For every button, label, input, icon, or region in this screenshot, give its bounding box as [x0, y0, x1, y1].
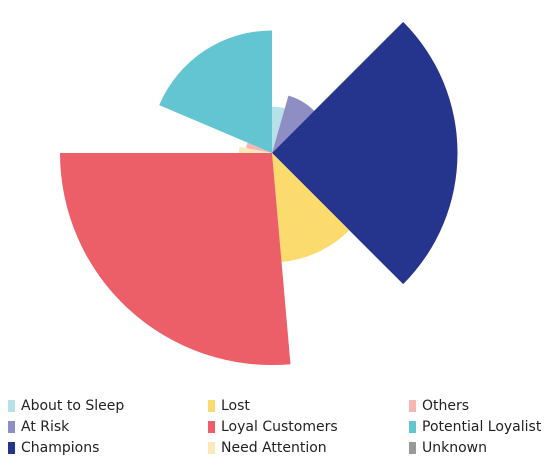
legend-label: Need Attention	[221, 440, 327, 456]
legend-swatch	[8, 400, 15, 412]
legend-swatch	[409, 400, 416, 412]
chart-legend: About to Sleep At Risk Champions Lost Loyal …	[8, 398, 547, 460]
legend-swatch	[8, 442, 15, 454]
legend-label: Lost	[221, 398, 250, 414]
slice-champions[interactable]	[272, 21, 458, 285]
slice-about-to-sleep[interactable]	[272, 106, 285, 153]
polar-area-chart	[60, 21, 458, 365]
slice-need-attention[interactable]	[238, 146, 272, 153]
legend-label: Champions	[21, 440, 100, 456]
legend-swatch	[8, 421, 15, 433]
legend-label: Loyal Customers	[221, 419, 338, 435]
legend-item-others[interactable]: Others	[409, 398, 469, 414]
legend-label: Potential Loyalist	[422, 419, 542, 435]
legend-item-about-to-sleep[interactable]: About to Sleep	[8, 398, 124, 414]
slice-potential-loyalist[interactable]	[159, 30, 272, 153]
legend-item-loyal-customers[interactable]: Loyal Customers	[208, 419, 338, 435]
legend-item-need-attention[interactable]: Need Attention	[208, 440, 327, 456]
legend-item-at-risk[interactable]: At Risk	[8, 419, 69, 435]
slice-at-risk[interactable]	[272, 95, 315, 153]
legend-label: Others	[422, 398, 470, 414]
legend-swatch	[409, 421, 416, 433]
legend-item-champions[interactable]: Champions	[8, 440, 99, 456]
slice-loyal-customers[interactable]	[60, 153, 291, 365]
legend-label: At Risk	[21, 419, 70, 435]
legend-swatch	[208, 421, 215, 433]
legend-item-lost[interactable]: Lost	[208, 398, 250, 414]
legend-swatch	[409, 442, 416, 454]
legend-item-unknown[interactable]: Unknown	[409, 440, 487, 456]
legend-swatch	[208, 442, 215, 454]
legend-label: About to Sleep	[21, 398, 125, 414]
legend-swatch	[208, 400, 215, 412]
slice-lost[interactable]	[272, 153, 350, 262]
slice-others[interactable]	[245, 142, 272, 153]
legend-label: Unknown	[422, 440, 487, 456]
legend-item-potential-loyalist[interactable]: Potential Loyalist	[409, 419, 541, 435]
